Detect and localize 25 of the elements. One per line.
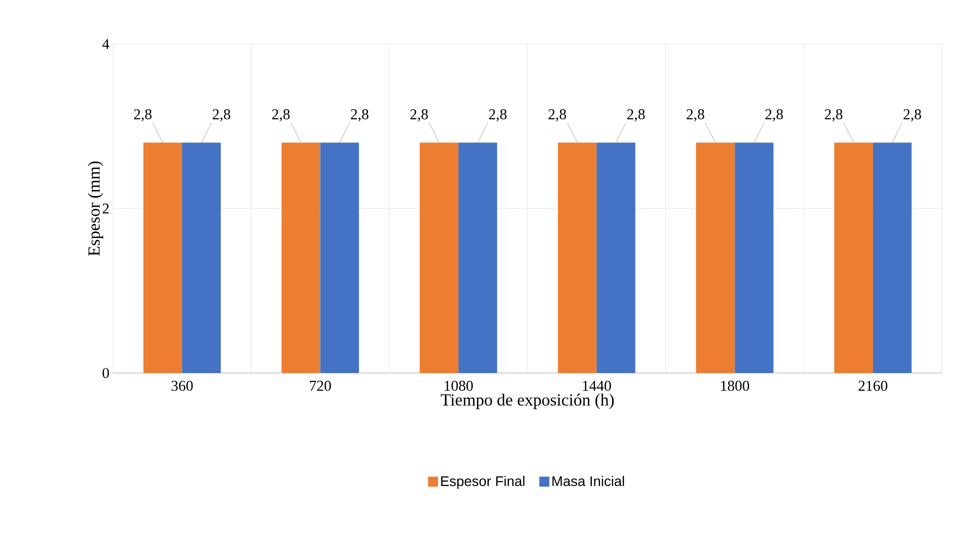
x-tick-label: 360 bbox=[172, 380, 193, 391]
legend-label: Masa Inicial bbox=[552, 476, 624, 486]
data-label: 2,8 bbox=[212, 109, 230, 122]
data-label: 2,8 bbox=[489, 109, 507, 122]
x-tick-label: 720 bbox=[310, 380, 331, 391]
y-axis-title: Espesor (mm) bbox=[88, 162, 104, 256]
legend-label: Espesor Final bbox=[441, 476, 524, 489]
x-tick-label: 1440 bbox=[582, 380, 611, 391]
x-tick-label: 1800 bbox=[721, 380, 750, 391]
x-axis-title: Tiempo de exposición (h) bbox=[440, 394, 614, 410]
data-label: 2,8 bbox=[272, 109, 290, 122]
data-label: 2,8 bbox=[765, 109, 783, 122]
y-tick-label: 4 bbox=[102, 39, 110, 49]
y-tick-label: 0 bbox=[102, 368, 109, 378]
x-tick-label: 2160 bbox=[858, 380, 888, 391]
data-label: 2,8 bbox=[686, 109, 704, 122]
x-tick-label: 1080 bbox=[444, 380, 473, 391]
data-label: 2,8 bbox=[134, 109, 152, 122]
data-label: 2,8 bbox=[627, 109, 645, 122]
data-label: 2,8 bbox=[548, 109, 566, 122]
data-label: 2,8 bbox=[824, 109, 842, 122]
data-label: 2,8 bbox=[904, 109, 922, 122]
y-tick-label: 2 bbox=[102, 204, 109, 214]
data-label: 2,8 bbox=[350, 109, 368, 122]
data-label: 2,8 bbox=[410, 109, 428, 122]
